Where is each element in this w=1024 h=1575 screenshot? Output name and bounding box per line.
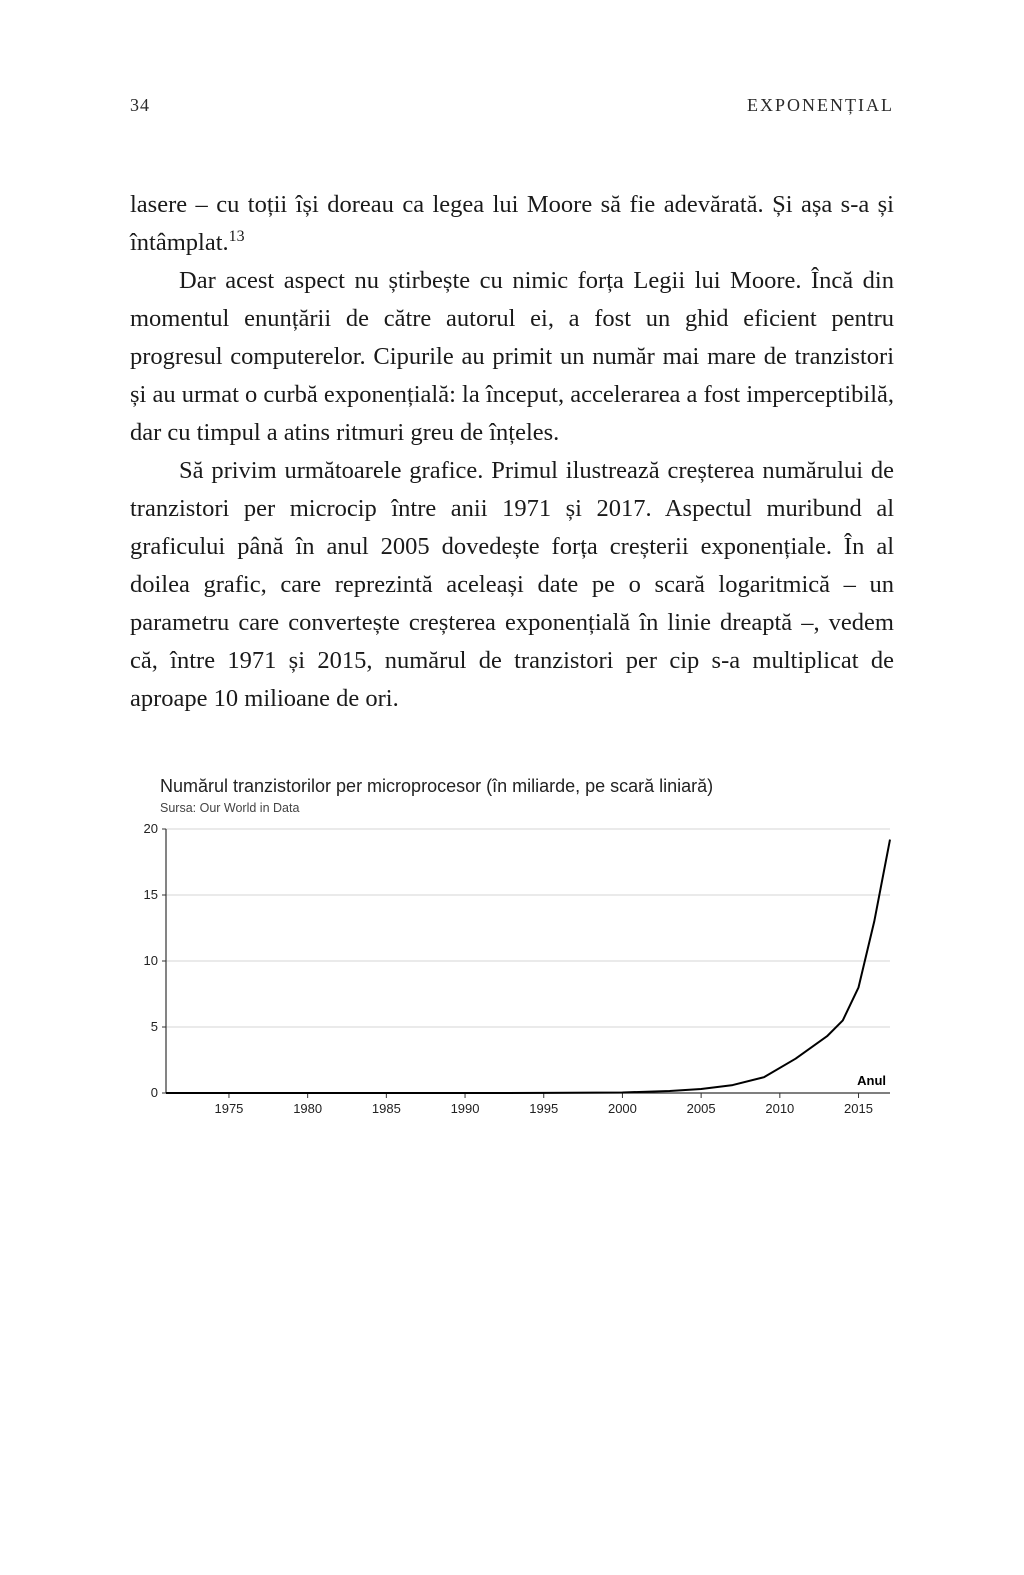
paragraph-2: Dar acest aspect nu știrbește cu nimic f… [130, 262, 894, 452]
svg-text:1985: 1985 [372, 1101, 401, 1116]
svg-text:1975: 1975 [214, 1101, 243, 1116]
svg-text:2005: 2005 [687, 1101, 716, 1116]
svg-text:5: 5 [151, 1019, 158, 1034]
svg-text:2010: 2010 [765, 1101, 794, 1116]
chart-title: Numărul tranzistorilor per microprocesor… [160, 776, 894, 797]
paragraph-1: lasere – cu toții își doreau ca legea lu… [130, 186, 894, 262]
running-head: EXPONENȚIAL [747, 95, 894, 116]
p1-text: lasere – cu toții își doreau ca legea lu… [130, 191, 894, 256]
svg-text:20: 20 [144, 823, 158, 836]
page-header: 34 EXPONENȚIAL [130, 95, 894, 116]
svg-text:1990: 1990 [451, 1101, 480, 1116]
page-number: 34 [130, 95, 150, 116]
chart-container: Numărul tranzistorilor per microprocesor… [130, 776, 894, 1123]
svg-text:1995: 1995 [529, 1101, 558, 1116]
paragraph-3: Să privim următoarele grafice. Primul il… [130, 452, 894, 718]
line-chart: 0 5 10 15 20 1975 1980 1985 1990 1995 2000 2005 2010… [130, 823, 900, 1123]
body-text: lasere – cu toții își doreau ca legea lu… [130, 186, 894, 718]
svg-text:2015: 2015 [844, 1101, 873, 1116]
svg-text:10: 10 [144, 953, 158, 968]
svg-text:2000: 2000 [608, 1101, 637, 1116]
svg-text:Anul: Anul [857, 1073, 886, 1088]
footnote-ref-13: 13 [229, 228, 245, 245]
svg-text:0: 0 [151, 1085, 158, 1100]
svg-text:15: 15 [144, 887, 158, 902]
chart-source: Sursa: Our World in Data [160, 801, 894, 815]
svg-text:1980: 1980 [293, 1101, 322, 1116]
